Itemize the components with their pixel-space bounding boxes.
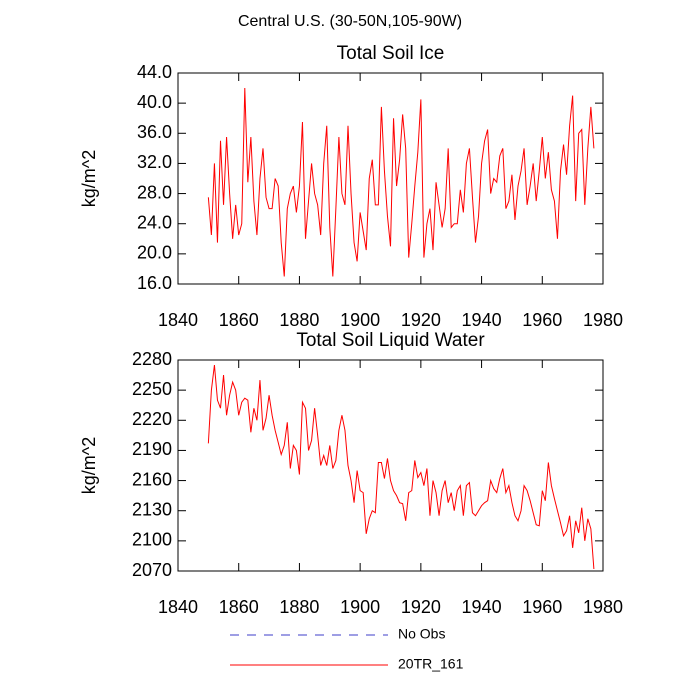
x-tick-label: 1860 [219, 597, 259, 617]
x-tick-label: 1940 [462, 310, 502, 330]
chart-title: Total Soil Liquid Water [296, 330, 485, 351]
y-tick-label: 2280 [132, 349, 172, 369]
y-tick-label: 36.0 [137, 122, 172, 142]
x-tick-label: 1860 [219, 310, 259, 330]
x-tick-label: 1880 [279, 597, 319, 617]
chart-title: Total Soil Ice [337, 43, 445, 64]
y-tick-label: 2160 [132, 469, 172, 489]
x-tick-label: 1940 [462, 597, 502, 617]
y-tick-label: 2190 [132, 439, 172, 459]
y-tick-label: 20.0 [137, 243, 172, 263]
y-tick-label: 28.0 [137, 182, 172, 202]
y-tick-label: 32.0 [137, 152, 172, 172]
y-tick-label: 2220 [132, 409, 172, 429]
y-tick-label: 2070 [132, 560, 172, 580]
x-tick-label: 1840 [158, 597, 198, 617]
y-tick-label: 2250 [132, 379, 172, 399]
y-tick-label: 40.0 [137, 92, 172, 112]
x-tick-label: 1960 [522, 597, 562, 617]
y-axis-label: kg/m^2 [79, 150, 99, 207]
figure-title: Central U.S. (30-50N,105-90W) [238, 13, 462, 30]
x-tick-label: 1980 [583, 597, 623, 617]
y-tick-label: 2130 [132, 499, 172, 519]
x-tick-label: 1920 [401, 597, 441, 617]
x-tick-label: 1920 [401, 310, 441, 330]
plot-frame [177, 72, 604, 285]
y-axis-label: kg/m^2 [79, 437, 99, 494]
y-tick-label: 24.0 [137, 212, 172, 232]
y-tick-label: 2100 [132, 530, 172, 550]
x-tick-label: 1960 [522, 310, 562, 330]
legend-label: No Obs [398, 626, 445, 642]
x-tick-label: 1980 [583, 310, 623, 330]
x-tick-label: 1880 [279, 310, 319, 330]
data-line [207, 364, 595, 570]
plot-frame [177, 359, 604, 572]
y-tick-label: 44.0 [137, 62, 172, 82]
y-tick-label: 16.0 [137, 273, 172, 293]
legend-label: 20TR_161 [398, 656, 464, 672]
x-tick-label: 1840 [158, 310, 198, 330]
data-line [207, 88, 595, 277]
x-tick-label: 1900 [340, 310, 380, 330]
x-tick-label: 1900 [340, 597, 380, 617]
